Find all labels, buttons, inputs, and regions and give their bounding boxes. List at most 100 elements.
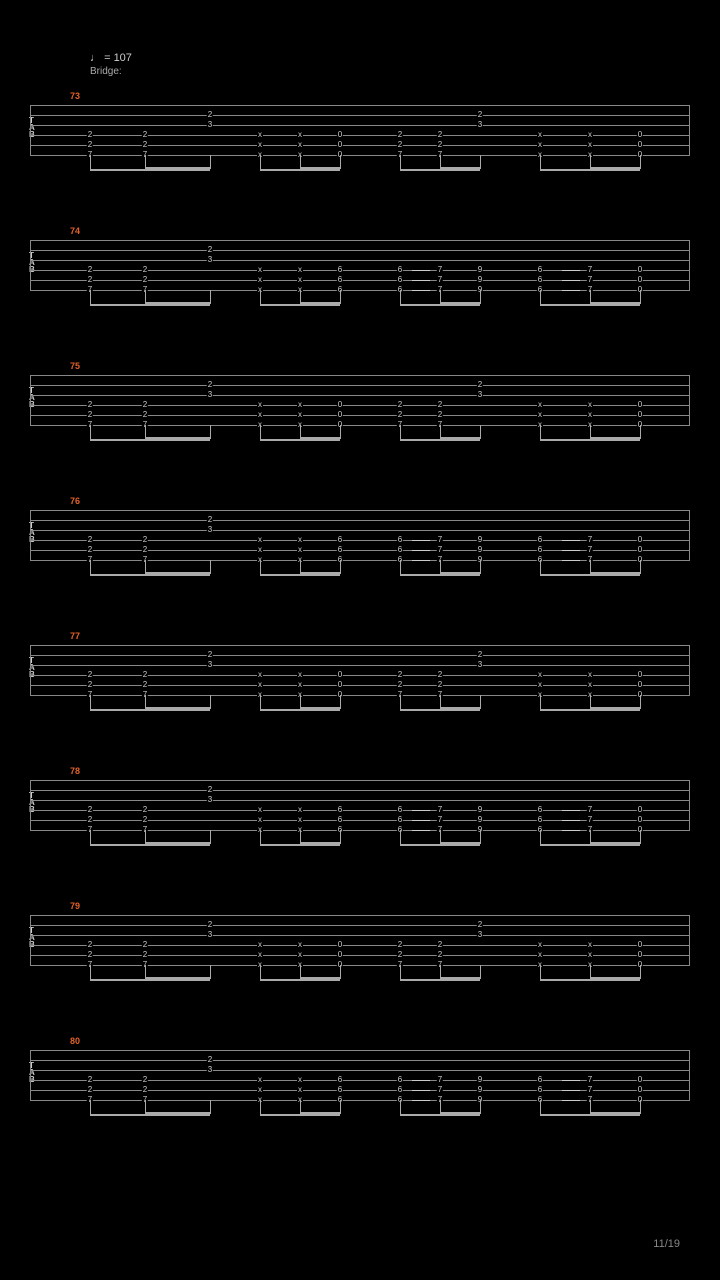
fret-number: 6 (397, 806, 403, 814)
beam-layer (30, 969, 690, 985)
beam (260, 169, 340, 171)
fret-number: 2 (207, 1056, 213, 1064)
note-stem (480, 290, 481, 304)
fret-number: 7 (437, 266, 443, 274)
mute-mark: x (257, 411, 263, 419)
tab-staff: TAB22722723xxxxxx00022722723xxxxxx000 (30, 645, 690, 695)
note-stem (340, 695, 341, 709)
beam (90, 304, 210, 306)
tempo-note: ♩ (90, 52, 101, 64)
fret-number: 6 (337, 536, 343, 544)
fret-number: 2 (207, 921, 213, 929)
fret-number: 2 (87, 806, 93, 814)
fret-number: 7 (587, 546, 593, 554)
fret-number: 6 (397, 266, 403, 274)
mute-mark: x (587, 941, 593, 949)
note-stem (210, 830, 211, 844)
section-label: Bridge: (90, 66, 132, 77)
measure-row: 78TAB22722723xxxxxx666666777999666777000 (30, 780, 690, 845)
fret-number: 3 (207, 256, 213, 264)
note-stem (260, 830, 261, 844)
mute-mark: x (537, 131, 543, 139)
slide-indicator (562, 560, 580, 561)
note-stem (340, 560, 341, 574)
fret-number: 2 (87, 941, 93, 949)
fret-number: 7 (587, 1086, 593, 1094)
slide-indicator (562, 270, 580, 271)
fret-number: 0 (637, 1086, 643, 1094)
slide-indicator (562, 290, 580, 291)
fret-number: 2 (207, 651, 213, 659)
measure-row: 73TAB22722723xxxxxx00022722723xxxxxx000 (30, 105, 690, 170)
fret-number: 2 (142, 1076, 148, 1084)
measure-number: 73 (70, 91, 80, 101)
mute-mark: x (537, 941, 543, 949)
mute-mark: x (587, 671, 593, 679)
note-stem (90, 155, 91, 169)
note-stem (540, 425, 541, 439)
fret-number: 3 (207, 391, 213, 399)
tab-staff: TAB22722723xxxxxx666666777999666777000 (30, 1050, 690, 1100)
fret-number: 2 (437, 941, 443, 949)
note-stem (400, 695, 401, 709)
fret-number: 2 (142, 806, 148, 814)
fret-number: 6 (337, 546, 343, 554)
slide-indicator (412, 830, 430, 831)
beam (90, 439, 210, 441)
note-stem (400, 155, 401, 169)
note-stem (90, 695, 91, 709)
fret-number: 6 (397, 546, 403, 554)
fret-number: 0 (637, 131, 643, 139)
fret-number: 2 (87, 1086, 93, 1094)
slide-indicator (562, 1100, 580, 1101)
fret-number: 2 (87, 401, 93, 409)
slide-indicator (412, 540, 430, 541)
note-stem (340, 830, 341, 844)
fret-number: 2 (207, 516, 213, 524)
note-stem (260, 155, 261, 169)
fret-number: 2 (142, 266, 148, 274)
beam (90, 169, 210, 171)
note-stem (480, 560, 481, 574)
fret-number: 7 (587, 276, 593, 284)
note-stem (480, 965, 481, 979)
fret-number: 0 (337, 401, 343, 409)
mute-mark: x (587, 141, 593, 149)
fret-number: 6 (537, 1086, 543, 1094)
note-stem (90, 425, 91, 439)
mute-mark: x (587, 681, 593, 689)
note-stem (340, 425, 341, 439)
fret-number: 2 (207, 111, 213, 119)
note-stem (260, 560, 261, 574)
note-stem (480, 425, 481, 439)
slide-indicator (412, 1100, 430, 1101)
fret-number: 3 (477, 931, 483, 939)
fret-number: 6 (397, 816, 403, 824)
fret-number: 3 (477, 391, 483, 399)
fret-number: 2 (437, 411, 443, 419)
fret-number: 0 (337, 671, 343, 679)
mute-mark: x (257, 1076, 263, 1084)
note-stem (480, 1100, 481, 1114)
fret-number: 6 (537, 276, 543, 284)
measure-row: 74TAB22722723xxxxxx666666777999666777000 (30, 240, 690, 305)
mute-mark: x (297, 1086, 303, 1094)
fret-number: 6 (397, 1086, 403, 1094)
note-stem (210, 425, 211, 439)
fret-number: 6 (337, 806, 343, 814)
tab-page: ♩ = 107 Bridge: 73TAB22722723xxxxxx00022… (0, 0, 720, 1280)
note-stem (540, 290, 541, 304)
fret-number: 0 (637, 681, 643, 689)
fret-number: 0 (337, 951, 343, 959)
fret-number: 0 (337, 681, 343, 689)
notes-layer: 22722723xxxxxx00022722723xxxxxx000 (30, 105, 690, 155)
note-stem (540, 830, 541, 844)
mute-mark: x (587, 401, 593, 409)
slide-indicator (412, 810, 430, 811)
mute-mark: x (297, 141, 303, 149)
beam (400, 304, 480, 306)
note-stem (90, 290, 91, 304)
mute-mark: x (587, 411, 593, 419)
measure-row: 77TAB22722723xxxxxx00022722723xxxxxx000 (30, 645, 690, 710)
beam-layer (30, 564, 690, 580)
